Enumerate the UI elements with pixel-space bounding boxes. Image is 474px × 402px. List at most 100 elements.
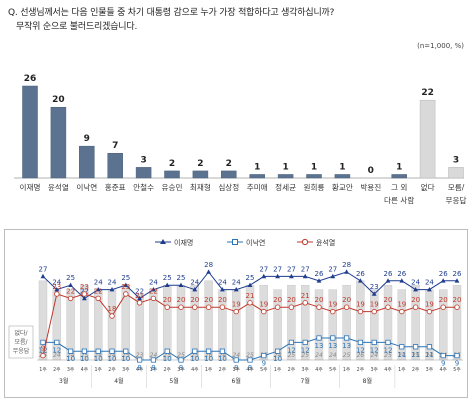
data-label: 1 xyxy=(254,162,260,172)
category-label: 정세균 xyxy=(275,182,296,192)
data-point xyxy=(274,348,281,354)
tick-label: 1주 xyxy=(39,367,47,373)
bar-label: 24 xyxy=(315,352,323,359)
month-label: 3월 xyxy=(59,377,68,385)
data-point xyxy=(137,295,142,301)
bars-legend-label: 모름/ xyxy=(14,339,28,346)
category-label: 홍준표 xyxy=(105,182,126,192)
data-label: 1 xyxy=(339,162,345,172)
data-label: 1 xyxy=(282,162,288,172)
tick-label: 4주 xyxy=(439,367,447,373)
data-label: 10 xyxy=(204,355,213,363)
bar xyxy=(204,280,213,361)
data-label: 12 xyxy=(52,346,61,354)
bar xyxy=(277,174,294,179)
data-label: 21 xyxy=(246,292,255,300)
data-label: 9 xyxy=(84,134,90,144)
data-point xyxy=(288,304,295,310)
bar xyxy=(192,170,209,179)
data-point xyxy=(40,352,46,359)
tick-label: 3주 xyxy=(177,367,185,373)
category-label: 심상정 xyxy=(218,182,239,192)
candidate-bar-chart: 26 이재명 20 윤석열 9 이낙연 7 홍준표 3 안철수 2 유승민 2 최재형 2 심상정 1 추미애 1 정… xyxy=(14,74,466,205)
data-label: 27 xyxy=(328,265,337,273)
data-point xyxy=(68,348,74,354)
bar-label: 23 xyxy=(136,352,144,359)
data-point xyxy=(426,344,433,350)
bar-label: 24 xyxy=(426,352,434,359)
tick-label: 3주 xyxy=(232,367,240,373)
data-point xyxy=(164,282,170,287)
data-point xyxy=(220,287,225,292)
data-point xyxy=(178,304,184,310)
tick-label: 1주 xyxy=(274,367,282,373)
bar-label: 24 xyxy=(108,352,116,359)
bar-label: 24 xyxy=(53,352,61,359)
tick-label: 1주 xyxy=(343,367,351,373)
data-point xyxy=(426,308,433,315)
data-label: 2 xyxy=(197,159,203,169)
data-point xyxy=(330,308,336,315)
data-point xyxy=(192,348,198,354)
data-label: 2 xyxy=(226,159,232,169)
data-label: 10 xyxy=(121,355,130,363)
data-point xyxy=(247,357,253,363)
data-label: 19 xyxy=(397,301,406,309)
data-point xyxy=(123,291,129,297)
data-point xyxy=(440,278,446,283)
tick-label: 2주 xyxy=(108,367,116,373)
tick-label: 2주 xyxy=(53,367,61,373)
data-label: 20 xyxy=(190,296,199,304)
data-point xyxy=(67,295,74,302)
month-label: 4월 xyxy=(114,377,123,385)
data-label: 10 xyxy=(273,355,282,363)
data-label: 20 xyxy=(342,296,351,304)
bar-label: 26 xyxy=(205,352,213,359)
data-point xyxy=(261,353,267,359)
data-point xyxy=(219,304,226,310)
data-label: 20 xyxy=(287,296,296,304)
bar-label: 25 xyxy=(384,352,392,359)
data-point xyxy=(385,278,391,283)
data-point xyxy=(81,348,87,354)
data-label: 27 xyxy=(287,265,296,273)
data-label: 19 xyxy=(232,301,241,309)
bar xyxy=(50,106,67,179)
month-label: 6월 xyxy=(232,377,241,385)
data-label: 26 xyxy=(356,270,365,278)
data-point xyxy=(371,339,377,345)
data-point xyxy=(205,348,212,354)
bar xyxy=(391,174,407,179)
data-point xyxy=(330,273,336,279)
month-label: 7월 xyxy=(301,377,310,385)
tick-label: 1주 xyxy=(205,367,213,373)
data-point xyxy=(233,357,239,363)
bar xyxy=(135,167,152,179)
bar xyxy=(306,174,322,179)
data-point xyxy=(233,308,239,315)
data-label: 24 xyxy=(52,279,61,287)
data-label: 27 xyxy=(39,265,48,273)
data-point xyxy=(95,348,101,354)
bar xyxy=(259,285,269,361)
data-point xyxy=(399,278,405,283)
data-point xyxy=(95,295,101,302)
data-label: 11 xyxy=(411,351,420,359)
category-label: 이낙연 xyxy=(76,182,97,192)
trend-line-chart: 이재명이낙연윤석열2624242524242523242525252624242… xyxy=(8,238,463,388)
data-label: 9 xyxy=(41,345,45,353)
data-label: 12 xyxy=(301,346,310,354)
data-label: 25 xyxy=(177,274,186,282)
data-label: 20 xyxy=(204,296,213,304)
data-point xyxy=(385,339,391,345)
question-text: Q. 선생님께서는 다음 인물들 중 차기 대통령 감으로 누가 가장 적합하다… xyxy=(8,8,335,18)
data-point xyxy=(371,291,377,296)
data-label: 23 xyxy=(370,283,379,291)
data-point xyxy=(54,339,60,345)
bar-label: 24 xyxy=(274,352,282,359)
data-point xyxy=(454,278,460,283)
data-label: 1 xyxy=(311,162,317,172)
data-label: 19 xyxy=(328,301,337,309)
data-point xyxy=(288,339,295,345)
data-point xyxy=(261,308,267,315)
